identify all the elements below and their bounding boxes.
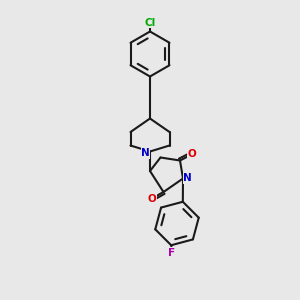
Text: N: N xyxy=(141,148,150,158)
Text: O: O xyxy=(148,194,157,204)
Text: N: N xyxy=(183,173,192,184)
Text: F: F xyxy=(168,248,175,258)
Text: O: O xyxy=(187,149,196,159)
Text: Cl: Cl xyxy=(144,17,156,28)
